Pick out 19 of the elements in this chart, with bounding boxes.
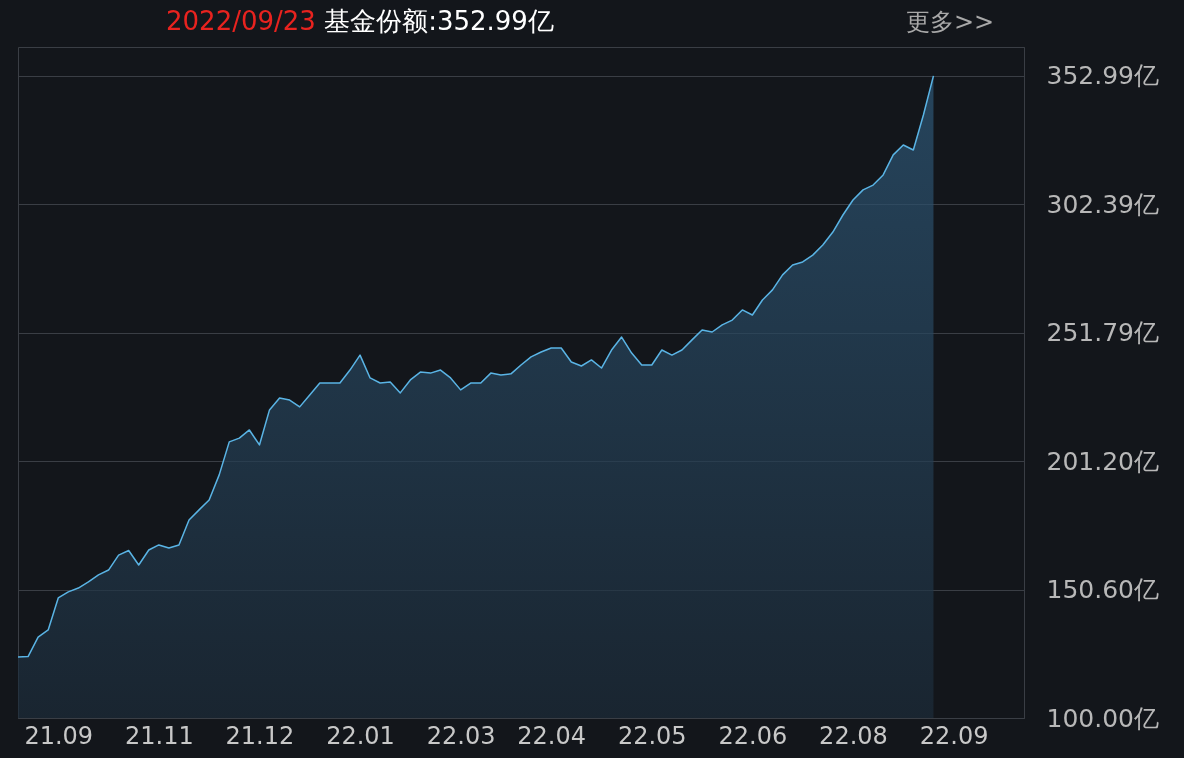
- chart-title: 2022/09/23: [166, 6, 316, 36]
- x-tick-label: 22.03: [426, 721, 496, 750]
- y-tick-label: 150.60亿: [1046, 575, 1159, 605]
- x-tick-label: 22.08: [819, 721, 888, 750]
- y-tick-label: 100.00亿: [1046, 703, 1159, 733]
- text: 更多>>: [906, 7, 995, 38]
- x-tick-label: 21.12: [225, 721, 295, 750]
- x-tick-label: 22.01: [326, 721, 395, 750]
- y-tick-label: 302.39亿: [1046, 189, 1159, 219]
- x-tick-label: 22.04: [517, 721, 587, 750]
- chart-subtitle: 基金份额:352.99亿: [324, 6, 554, 36]
- x-tick-label: 22.05: [617, 721, 687, 750]
- x-tick-label: 21.09: [24, 721, 94, 750]
- x-tick-label: 21.11: [124, 721, 194, 750]
- y-tick-label: 352.99亿: [1046, 61, 1159, 91]
- x-tick-label: 22.06: [718, 721, 788, 750]
- x-tick-label: 22.09: [919, 721, 989, 750]
- y-tick-label: 251.79亿: [1046, 318, 1159, 348]
- y-tick-label: 201.20亿: [1046, 446, 1159, 476]
